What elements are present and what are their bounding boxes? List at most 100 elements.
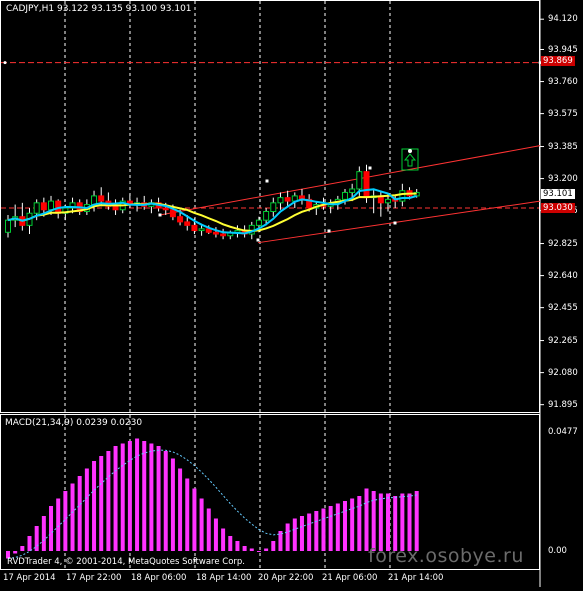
candle-body — [98, 195, 105, 202]
watermark: forex.osobye.ru — [368, 545, 524, 567]
macd-bar — [307, 513, 312, 551]
macd-bar — [163, 451, 168, 551]
macd-bar — [400, 493, 405, 551]
candle-body — [270, 202, 277, 213]
macd-bar — [84, 468, 89, 551]
macd-tick-label: 0.00 — [548, 546, 567, 556]
price-tick-label: 92.080 — [548, 367, 578, 378]
macd-bar — [6, 551, 10, 559]
time-tick-label: 18 Apr 06:00 — [131, 573, 187, 583]
macd-bar — [407, 493, 412, 551]
price-tick-label: 93.200 — [548, 173, 578, 184]
candle-body — [69, 202, 76, 209]
macd-bar — [20, 546, 25, 551]
candle-body — [349, 188, 356, 193]
macd-bar — [221, 528, 226, 551]
macd-bar — [34, 526, 39, 551]
candle-body — [363, 171, 370, 199]
macd-tick-label: 0.0477 — [548, 426, 578, 437]
macd-bar — [292, 518, 297, 551]
macd-bar — [264, 548, 269, 551]
macd-bar — [228, 536, 233, 551]
candle-body — [212, 231, 219, 235]
macd-header: MACD(21,34,9) 0.0239 0.0230 — [5, 418, 143, 428]
macd-bar — [142, 441, 147, 551]
macd-bar — [185, 478, 190, 551]
macd-bar — [299, 516, 304, 551]
candle-body — [306, 198, 313, 209]
macd-bar — [63, 491, 68, 551]
macd-bar — [278, 531, 283, 551]
price-tick-label: 94.120 — [548, 14, 578, 25]
macd-bar — [328, 506, 333, 551]
line-anchor — [3, 61, 7, 65]
moving-averages — [7, 188, 417, 235]
price-tick-label: 92.265 — [548, 335, 578, 346]
candle-body — [255, 219, 262, 226]
candle-body — [162, 207, 169, 211]
macd-bar — [249, 548, 254, 551]
candle-body — [191, 224, 198, 232]
macd-bar — [235, 541, 240, 551]
candle-body — [277, 197, 284, 204]
macd-bar — [213, 518, 218, 551]
macd-bar — [342, 501, 347, 551]
macd-bar — [135, 438, 140, 551]
line-anchor — [538, 61, 542, 65]
macd-bar — [99, 456, 104, 551]
channel-price-tag: 93.030 — [541, 203, 575, 213]
channel-anchor — [265, 179, 269, 183]
trend-channel[interactable] — [1, 61, 542, 244]
macd-bar — [170, 458, 175, 551]
macd-bar — [314, 511, 319, 551]
candle-body — [341, 191, 348, 200]
buy-arrow-icon — [401, 148, 419, 171]
macd-bar — [127, 441, 132, 551]
macd-bar — [27, 536, 32, 551]
candle-body — [385, 198, 392, 204]
price-tick-label: 93.385 — [548, 141, 578, 152]
candle-body — [5, 219, 11, 233]
channel-anchor — [256, 238, 260, 242]
macd-bar — [106, 451, 111, 551]
macd-bar — [192, 488, 197, 551]
candle-body — [48, 200, 55, 211]
macd-bar — [371, 491, 376, 551]
macd-bar — [49, 506, 54, 551]
channel-anchor — [158, 213, 162, 217]
ma-slow-line — [7, 192, 417, 232]
price-tick-label: 93.945 — [548, 44, 578, 55]
ma-fast-line — [7, 188, 417, 235]
macd-bar — [357, 496, 362, 551]
channel-lower-line — [257, 200, 541, 244]
candle-body — [177, 216, 184, 223]
macd-bar — [120, 443, 125, 551]
current-price-tag: 93.101 — [541, 189, 575, 199]
macd-bar — [13, 551, 18, 554]
candle-body — [284, 197, 291, 202]
channel-anchor — [393, 221, 397, 225]
macd-bar — [285, 523, 290, 551]
macd-bar — [206, 508, 211, 551]
candle-body — [184, 221, 191, 226]
macd-bar — [178, 468, 183, 551]
macd-bar — [113, 446, 118, 551]
price-tick-label: 92.640 — [548, 270, 578, 281]
macd-bar — [242, 546, 247, 551]
macd-bar — [199, 498, 204, 551]
time-tick-label: 20 Apr 22:00 — [258, 573, 314, 583]
macd-bar — [77, 476, 82, 551]
candle-body — [33, 202, 40, 214]
channel-anchor — [368, 166, 372, 170]
time-tick-label: 21 Apr 06:00 — [322, 573, 378, 583]
macd-bar — [70, 483, 75, 551]
candle-body — [399, 190, 406, 202]
time-tick-label: 17 Apr 22:00 — [66, 573, 122, 583]
candle-body — [169, 209, 176, 218]
macd-bar — [156, 446, 161, 551]
price-tick-label: 93.575 — [548, 108, 578, 119]
macd-bar — [414, 491, 419, 551]
macd-indicator — [6, 438, 419, 559]
